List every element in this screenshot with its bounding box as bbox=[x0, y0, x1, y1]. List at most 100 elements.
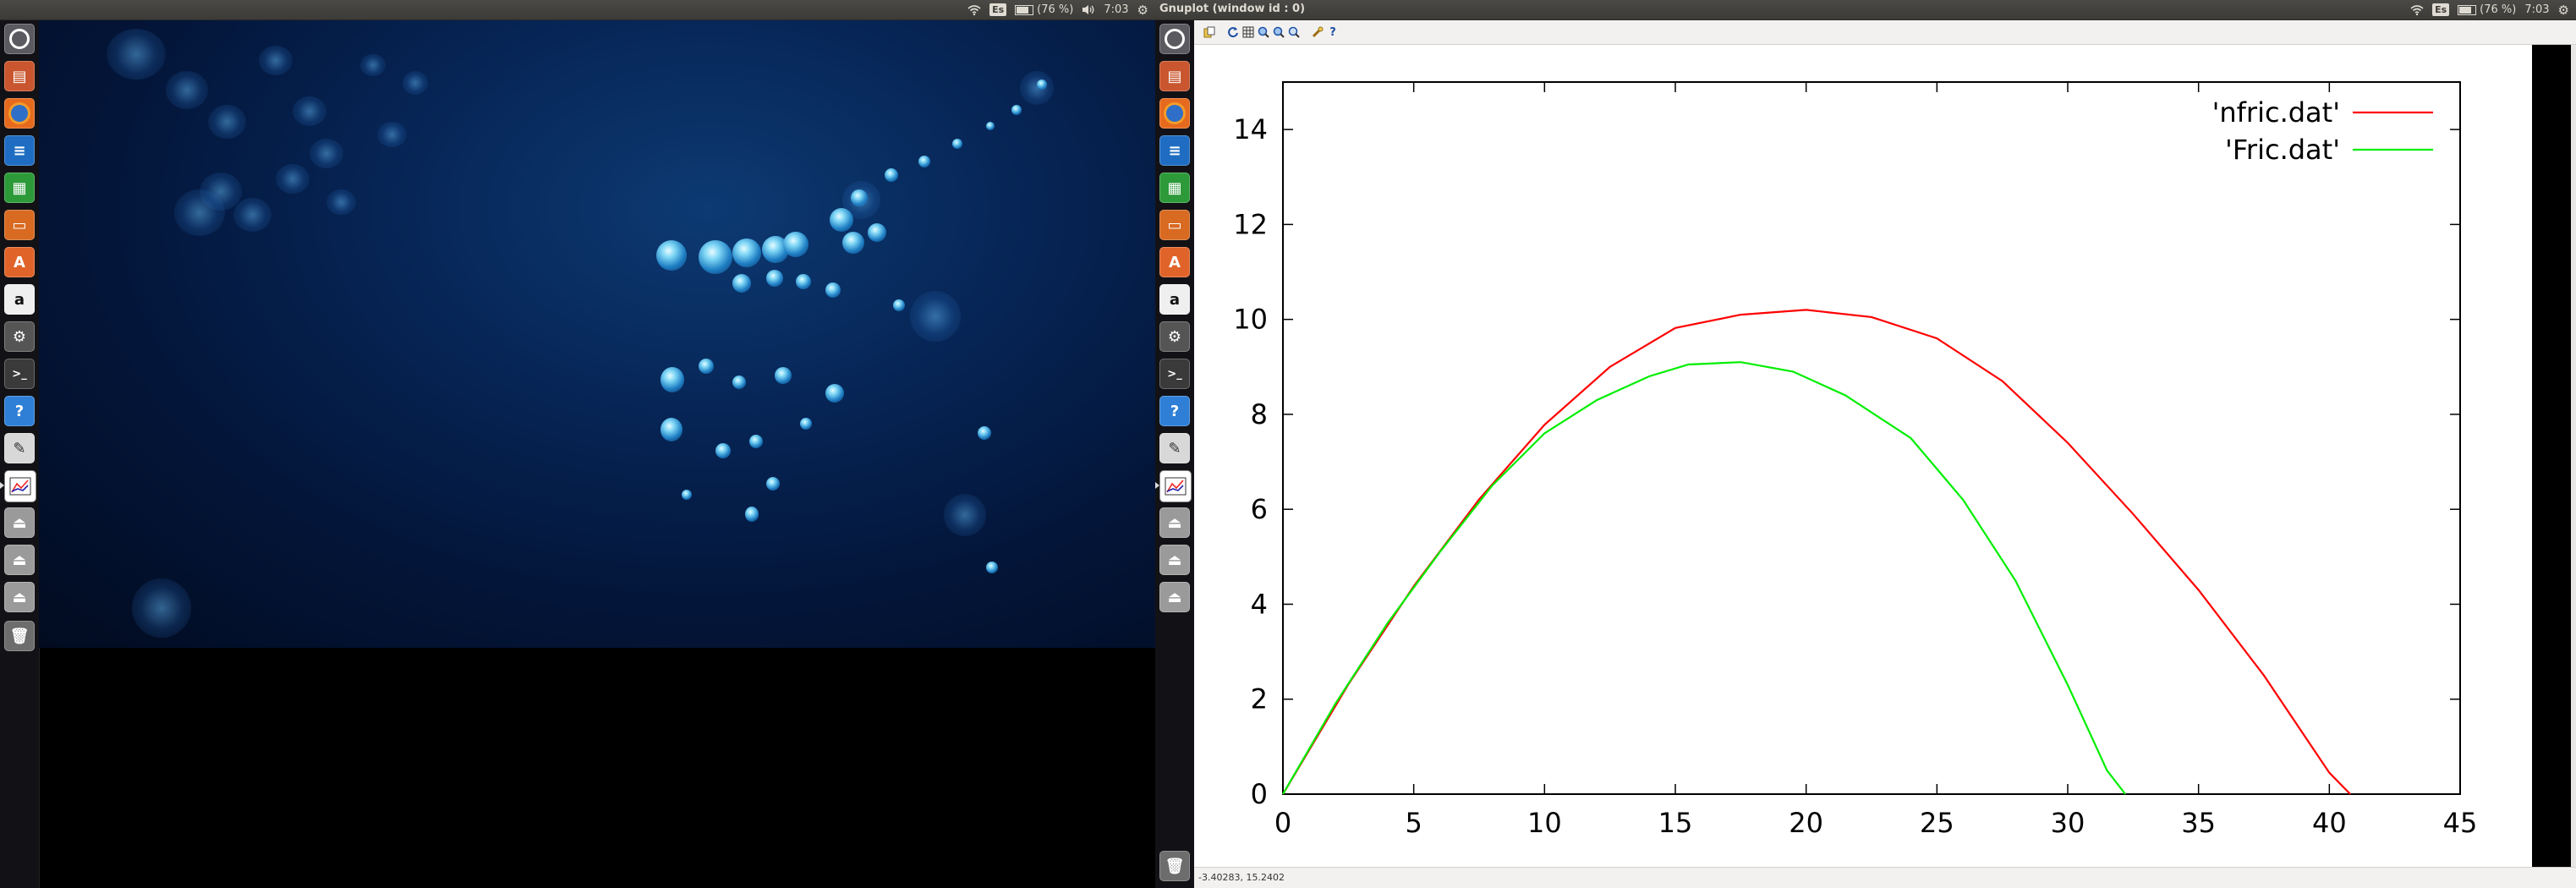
drive-icon[interactable]: ⏏ bbox=[1159, 545, 1190, 575]
files-icon[interactable]: ▤ bbox=[4, 61, 35, 91]
x-tick-label: 15 bbox=[1658, 807, 1693, 839]
series-line-0 bbox=[1282, 309, 2351, 795]
gear-icon[interactable]: ⚙ bbox=[2557, 2, 2569, 18]
battery-icon bbox=[2458, 4, 2477, 15]
impress-icon[interactable]: ▭ bbox=[1159, 210, 1190, 240]
clock-label: 7:03 bbox=[1104, 3, 1129, 16]
y-tick-label: 0 bbox=[1251, 778, 1268, 810]
x-tick-label: 20 bbox=[1789, 807, 1823, 839]
clock-label: 7:03 bbox=[2524, 3, 2550, 16]
dash-home-icon[interactable] bbox=[4, 24, 35, 54]
amazon-icon[interactable]: a bbox=[1159, 284, 1190, 315]
firefox-icon[interactable] bbox=[4, 98, 35, 129]
system-settings-icon[interactable]: ⚙ bbox=[1159, 321, 1190, 352]
y-tick-label: 14 bbox=[1233, 113, 1268, 145]
files-icon[interactable]: ▤ bbox=[1159, 61, 1190, 91]
next-zoom-icon[interactable] bbox=[1272, 25, 1285, 39]
text-editor-icon[interactable]: ✎ bbox=[4, 433, 35, 463]
drive-icon[interactable]: ⏏ bbox=[4, 545, 35, 575]
keyboard-layout-indicator[interactable]: Es bbox=[989, 2, 1007, 18]
battery-indicator[interactable]: (76 %) bbox=[1015, 2, 1073, 18]
gnuplot-statusbar: -3.40283, 15.2402 bbox=[1194, 867, 2576, 888]
drive-icon[interactable]: ⏏ bbox=[1159, 582, 1190, 612]
volume-icon[interactable] bbox=[1082, 2, 1095, 18]
keyboard-layout-label: Es bbox=[2432, 3, 2450, 16]
system-settings-icon[interactable]: ⚙ bbox=[4, 321, 35, 352]
x-tick-label: 35 bbox=[2181, 807, 2216, 839]
x-tick-label: 45 bbox=[2443, 807, 2478, 839]
drive-icon[interactable]: ⏏ bbox=[4, 582, 35, 612]
window-title: Gnuplot (window id : 0) bbox=[1159, 3, 1306, 15]
series-line-1 bbox=[1282, 361, 2126, 795]
wifi-icon[interactable] bbox=[2410, 2, 2424, 18]
software-center-icon[interactable]: A bbox=[1159, 247, 1190, 277]
drive-icon[interactable]: ⏏ bbox=[1159, 507, 1190, 538]
y-tick-label: 12 bbox=[1233, 208, 1268, 240]
copy-clipboard-icon[interactable] bbox=[1203, 25, 1216, 39]
gear-icon[interactable]: ⚙ bbox=[1137, 2, 1148, 18]
x-tick-label: 40 bbox=[2312, 807, 2347, 839]
trash-icon[interactable]: 🗑 bbox=[4, 621, 35, 651]
firefox-icon[interactable] bbox=[1159, 98, 1190, 129]
y-tick-label: 6 bbox=[1251, 493, 1268, 525]
keyboard-layout-indicator[interactable]: Es bbox=[2432, 2, 2450, 18]
trash-icon[interactable]: 🗑 bbox=[1159, 851, 1190, 881]
x-tick-label: 10 bbox=[1527, 807, 1562, 839]
y-tick-label: 10 bbox=[1233, 304, 1268, 336]
window-edge bbox=[2571, 45, 2576, 867]
right-screen: Gnuplot (window id : 0) Es (76 %) 7:03 ⚙… bbox=[1155, 0, 2576, 888]
battery-indicator[interactable]: (76 %) bbox=[2458, 2, 2516, 18]
top-panel-left: Es (76 %) 7:03 ⚙ bbox=[0, 0, 1155, 20]
writer-icon[interactable]: ≡ bbox=[4, 135, 35, 166]
gnuplot-icon[interactable] bbox=[1159, 470, 1192, 502]
x-tick-label: 5 bbox=[1405, 807, 1422, 839]
mouse-coordinates: -3.40283, 15.2402 bbox=[1198, 872, 1285, 883]
help-icon[interactable]: ? bbox=[1159, 396, 1190, 426]
amazon-icon[interactable]: a bbox=[4, 284, 35, 315]
grid-icon[interactable] bbox=[1241, 25, 1255, 39]
chart: 0 5 10 15 20 25 30 35 40 45 0 2 4 6 8 10 12 14 'nfric.dat'… bbox=[1233, 81, 2478, 839]
terminal-icon[interactable]: >_ bbox=[4, 359, 35, 389]
clock[interactable]: 7:03 bbox=[2524, 2, 2549, 18]
clock[interactable]: 7:03 bbox=[1104, 2, 1128, 18]
keyboard-layout-label: Es bbox=[989, 3, 1007, 16]
legend-label: 'nfric.dat' bbox=[2212, 96, 2340, 129]
calc-icon[interactable]: ▦ bbox=[1159, 173, 1190, 203]
gnuplot-toolbar: ? bbox=[1194, 20, 2576, 45]
terminal-icon[interactable]: >_ bbox=[1159, 359, 1190, 389]
gnuplot-icon[interactable] bbox=[4, 470, 36, 502]
wifi-icon[interactable] bbox=[967, 2, 981, 18]
calc-icon[interactable]: ▦ bbox=[4, 173, 35, 203]
launcher-right: ▤ ≡ ▦ ▭ A a ⚙ >_ ? ✎ ⏏ ⏏ ⏏ 🗑 bbox=[1155, 20, 1195, 888]
battery-percent: (76 %) bbox=[2480, 3, 2517, 16]
running-indicator bbox=[0, 482, 4, 489]
help-icon[interactable]: ? bbox=[4, 396, 35, 426]
battery-percent: (76 %) bbox=[1037, 3, 1074, 16]
y-tick-label: 2 bbox=[1251, 683, 1268, 715]
x-tick-label: 0 bbox=[1274, 807, 1291, 839]
indicator-area-left: Es (76 %) 7:03 ⚙ bbox=[967, 2, 1148, 18]
top-panel-right: Gnuplot (window id : 0) Es (76 %) 7:03 ⚙ bbox=[1155, 0, 2576, 20]
x-tick-label: 30 bbox=[2051, 807, 2085, 839]
impress-icon[interactable]: ▭ bbox=[4, 210, 35, 240]
x-tick-label: 25 bbox=[1920, 807, 1954, 839]
drive-icon[interactable]: ⏏ bbox=[4, 507, 35, 538]
running-indicator bbox=[1155, 482, 1159, 489]
indicator-area-right: Es (76 %) 7:03 ⚙ bbox=[2410, 2, 2569, 18]
y-tick-label: 8 bbox=[1251, 398, 1268, 430]
previous-zoom-icon[interactable] bbox=[1257, 25, 1270, 39]
left-screen: Es (76 %) 7:03 ⚙ ▤ ≡ ▦ ▭ A a ⚙ >_ ? ✎ ⏏ … bbox=[0, 0, 1155, 888]
gnuplot-plot-area[interactable]: 0 5 10 15 20 25 30 35 40 45 0 2 4 6 8 10 12 14 'nfric.dat'… bbox=[1194, 45, 2532, 867]
y-tick-label: 4 bbox=[1251, 588, 1268, 620]
writer-icon[interactable]: ≡ bbox=[1159, 135, 1190, 166]
help-icon[interactable]: ? bbox=[1329, 25, 1336, 39]
software-center-icon[interactable]: A bbox=[4, 247, 35, 277]
replot-icon[interactable] bbox=[1226, 25, 1240, 39]
text-editor-icon[interactable]: ✎ bbox=[1159, 433, 1190, 463]
dash-home-icon[interactable] bbox=[1159, 24, 1190, 54]
autoscale-icon[interactable] bbox=[1287, 25, 1301, 39]
legend-label: 'Fric.dat' bbox=[2225, 134, 2340, 166]
options-icon[interactable] bbox=[1311, 25, 1324, 39]
battery-level-fill bbox=[2459, 6, 2471, 14]
launcher-left: ▤ ≡ ▦ ▭ A a ⚙ >_ ? ✎ ⏏ ⏏ ⏏ 🗑 bbox=[0, 20, 40, 888]
